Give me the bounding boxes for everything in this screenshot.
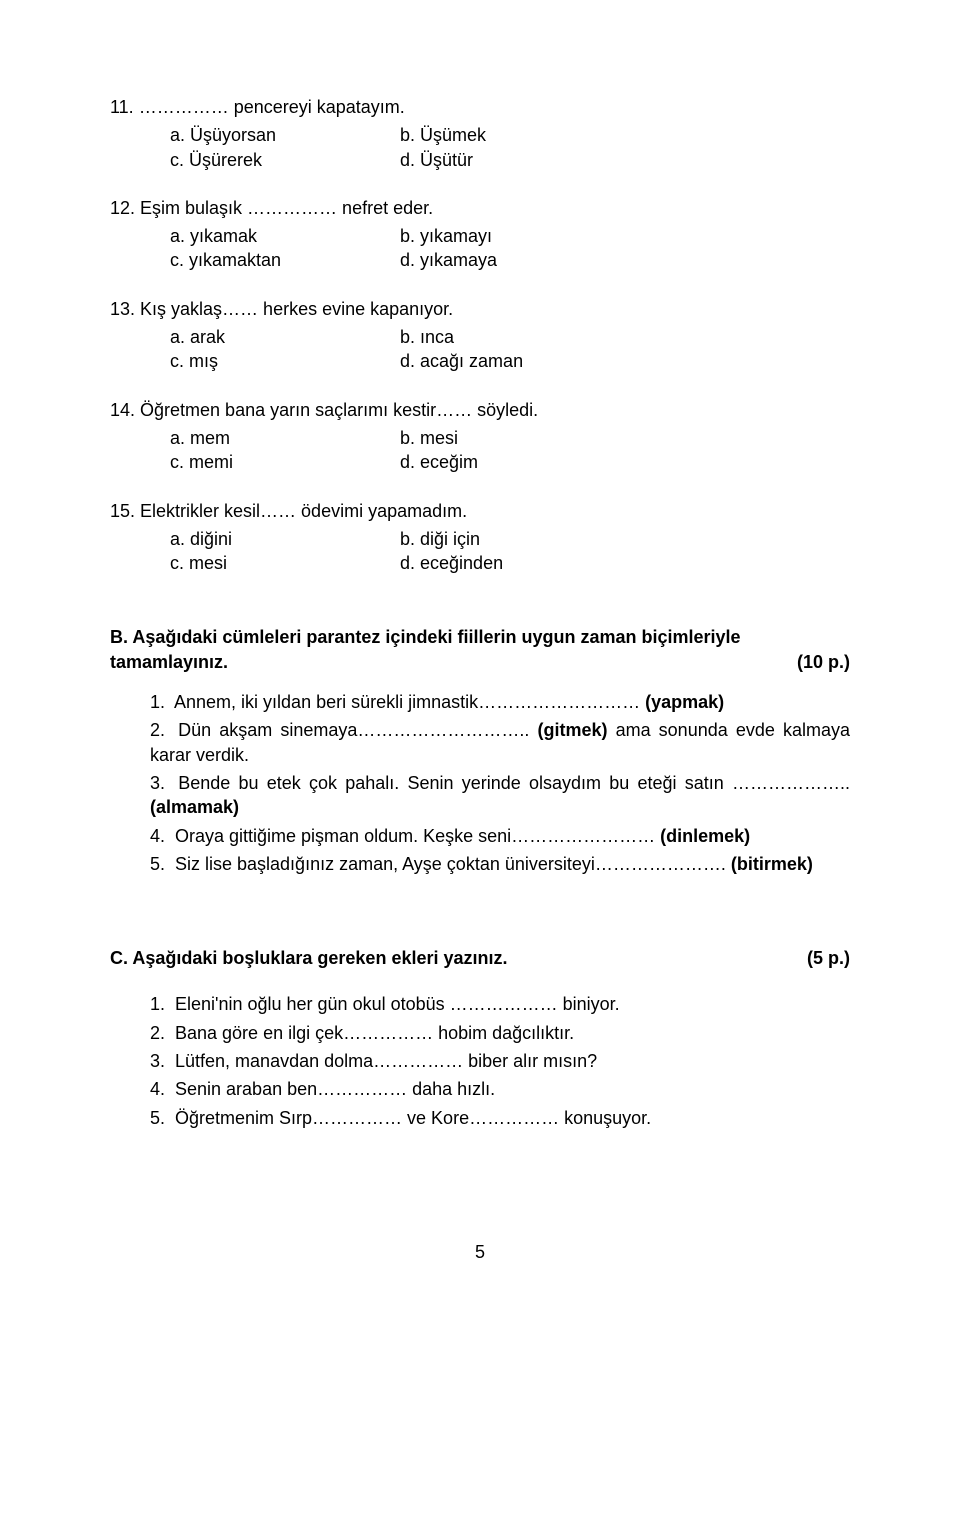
option-b: b. mesi xyxy=(400,426,630,450)
section-b-item: 5. Siz lise başladığınız zaman, Ayşe çok… xyxy=(150,852,850,876)
section-c: C. Aşağıdaki boşluklara gereken ekleri y… xyxy=(110,946,850,1130)
option-a: a. diğini xyxy=(170,527,400,551)
option-a: a. mem xyxy=(170,426,400,450)
option-c: c. mesi xyxy=(170,551,400,575)
question-stem: 12. Eşim bulaşık …………… nefret eder. xyxy=(110,196,850,220)
section-b-heading: B. Aşağıdaki cümleleri parantez içindeki… xyxy=(110,627,741,671)
option-d: d. eceğim xyxy=(400,450,630,474)
question-stem: 15. Elektrikler kesil…… ödevimi yapamadı… xyxy=(110,499,850,523)
section-c-points: (5 p.) xyxy=(807,946,850,970)
question: 13. Kış yaklaş…… herkes evine kapanıyor.… xyxy=(110,297,850,374)
section-c-item: 4. Senin araban ben…………… daha hızlı. xyxy=(150,1077,850,1101)
item-number: 5. xyxy=(150,1106,170,1130)
question-stem: 11. …………… pencereyi kapatayım. xyxy=(110,95,850,119)
question: 12. Eşim bulaşık …………… nefret eder. a. yı… xyxy=(110,196,850,273)
section-c-item: 5. Öğretmenim Sırp…………… ve Kore…………… kon… xyxy=(150,1106,850,1130)
option-b: b. diği için xyxy=(400,527,630,551)
option-c: c. Üşürerek xyxy=(170,148,400,172)
section-c-item: 2. Bana göre en ilgi çek…………… hobim dağc… xyxy=(150,1021,850,1045)
question-options: a. memb. mesic. memid. eceğim xyxy=(110,426,850,475)
verb-hint: (gitmek) xyxy=(537,720,607,740)
option-c: c. yıkamaktan xyxy=(170,248,400,272)
section-c-heading: C. Aşağıdaki boşluklara gereken ekleri y… xyxy=(110,946,508,970)
item-number: 1. xyxy=(150,690,170,714)
section-c-item: 1. Eleni'nin oğlu her gün okul otobüs ……… xyxy=(150,992,850,1016)
item-number: 3. xyxy=(150,1049,170,1073)
section-b-item: 3. Bende bu etek çok pahalı. Senin yerin… xyxy=(150,771,850,820)
verb-hint: (almamak) xyxy=(150,797,239,817)
item-number: 4. xyxy=(150,1077,170,1101)
section-b-points: (10 p.) xyxy=(797,650,850,674)
option-a: a. Üşüyorsan xyxy=(170,123,400,147)
section-b-item: 2. Dün akşam sinemaya……………………….. (gitmek… xyxy=(150,718,850,767)
question-options: a. diğinib. diği içinc. mesid. eceğinden xyxy=(110,527,850,576)
section-b-item: 1. Annem, iki yıldan beri sürekli jimnas… xyxy=(150,690,850,714)
question: 14. Öğretmen bana yarın saçlarımı kestir… xyxy=(110,398,850,475)
verb-hint: (yapmak) xyxy=(645,692,724,712)
question-stem: 13. Kış yaklaş…… herkes evine kapanıyor. xyxy=(110,297,850,321)
verb-hint: (bitirmek) xyxy=(731,854,813,874)
question: 15. Elektrikler kesil…… ödevimi yapamadı… xyxy=(110,499,850,576)
option-b: b. yıkamayı xyxy=(400,224,630,248)
option-c: c. mış xyxy=(170,349,400,373)
question-options: a. yıkamakb. yıkamayıc. yıkamaktand. yık… xyxy=(110,224,850,273)
page-number: 5 xyxy=(110,1240,850,1264)
item-number: 5. xyxy=(150,852,170,876)
option-a: a. yıkamak xyxy=(170,224,400,248)
option-a: a. arak xyxy=(170,325,400,349)
section-b-item: 4. Oraya gittiğime pişman oldum. Keşke s… xyxy=(150,824,850,848)
item-number: 4. xyxy=(150,824,170,848)
item-number: 2. xyxy=(150,718,170,742)
question-options: a. Üşüyorsanb. Üşümekc. Üşürerekd. Üşütü… xyxy=(110,123,850,172)
item-number: 1. xyxy=(150,992,170,1016)
option-d: d. acağı zaman xyxy=(400,349,630,373)
question-stem: 14. Öğretmen bana yarın saçlarımı kestir… xyxy=(110,398,850,422)
option-b: b. Üşümek xyxy=(400,123,630,147)
option-d: d. Üşütür xyxy=(400,148,630,172)
question: 11. …………… pencereyi kapatayım. a. Üşüyors… xyxy=(110,95,850,172)
option-d: d. eceğinden xyxy=(400,551,630,575)
option-b: b. ınca xyxy=(400,325,630,349)
option-d: d. yıkamaya xyxy=(400,248,630,272)
section-b: B. Aşağıdaki cümleleri parantez içindeki… xyxy=(110,625,850,876)
item-number: 3. xyxy=(150,771,170,795)
verb-hint: (dinlemek) xyxy=(660,826,750,846)
section-c-item: 3. Lütfen, manavdan dolma…………… biber alı… xyxy=(150,1049,850,1073)
question-options: a. arakb. ıncac. mışd. acağı zaman xyxy=(110,325,850,374)
option-c: c. memi xyxy=(170,450,400,474)
item-number: 2. xyxy=(150,1021,170,1045)
